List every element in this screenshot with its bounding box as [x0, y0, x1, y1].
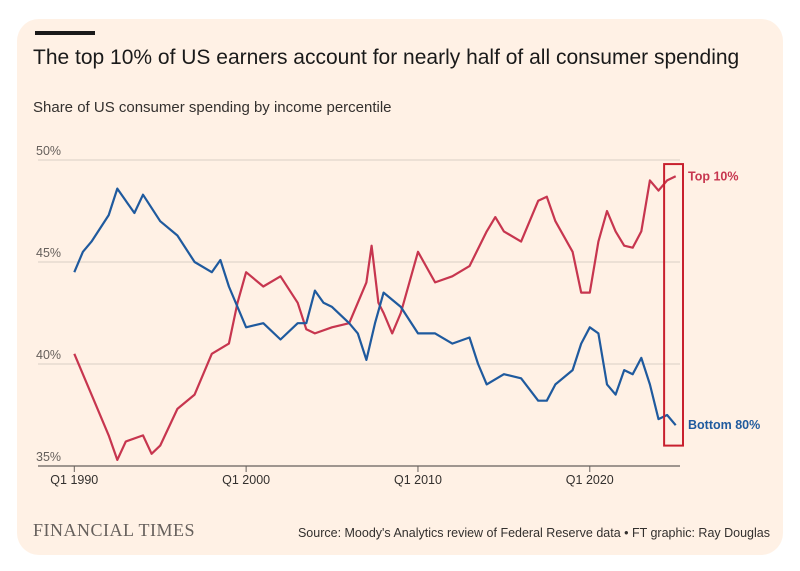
y-tick-label: 40%	[36, 348, 61, 362]
source-note: Source: Moody's Analytics review of Fede…	[297, 526, 770, 540]
series-line	[73, 187, 677, 426]
x-tick-label: Q1 2020	[566, 473, 614, 487]
title-rule	[35, 31, 95, 35]
y-tick-label: 45%	[36, 246, 61, 260]
chart-title: The top 10% of US earners account for ne…	[33, 46, 740, 69]
chart-subtitle: Share of US consumer spending by income …	[33, 99, 392, 116]
x-tick-label: Q1 2010	[394, 473, 442, 487]
series-end-label: Bottom 80%	[688, 418, 760, 432]
series-end-label: Top 10%	[688, 169, 738, 183]
y-tick-label: 50%	[36, 144, 61, 158]
series-line	[73, 175, 677, 461]
highlight-box	[663, 163, 684, 447]
x-tick-label: Q1 2000	[222, 473, 270, 487]
ft-logo: FINANCIAL TIMES	[33, 520, 196, 540]
x-tick-label: Q1 1990	[50, 473, 98, 487]
y-tick-label: 35%	[36, 450, 61, 464]
